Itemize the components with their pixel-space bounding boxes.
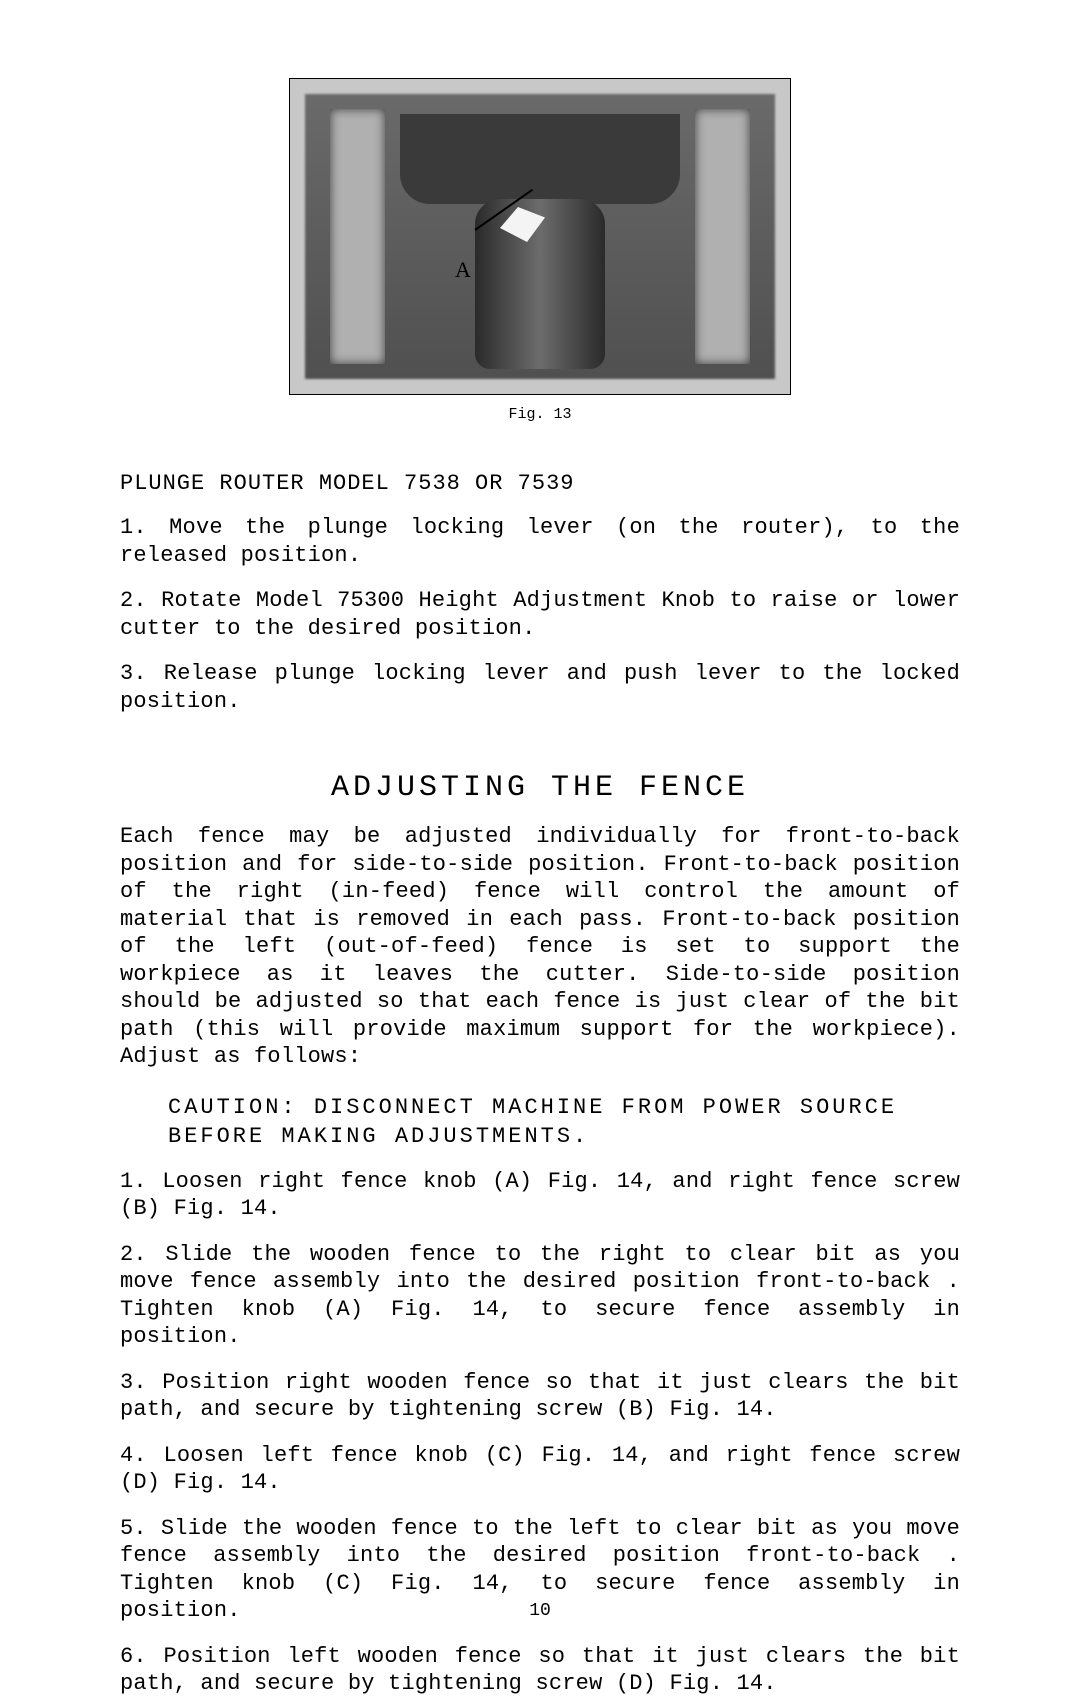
callout-label-a: A xyxy=(455,257,471,283)
figure-13: A xyxy=(289,78,791,395)
router-body-graphic xyxy=(475,199,605,369)
router-left-post-graphic xyxy=(330,109,385,364)
manual-page: A Fig. 13 PLUNGE ROUTER MODEL 7538 OR 75… xyxy=(0,0,1080,1669)
heading-adjusting-fence: ADJUSTING THE FENCE xyxy=(120,771,960,805)
fence-step-3: 3. Position right wooden fence so that i… xyxy=(120,1369,960,1424)
caution-line-2: BEFORE MAKING ADJUSTMENTS. xyxy=(168,1124,589,1149)
step-2: 2. Rotate Model 75300 Height Adjustment … xyxy=(120,587,960,642)
figure-caption: Fig. 13 xyxy=(120,406,960,423)
caution-block: CAUTION: DISCONNECT MACHINE FROM POWER S… xyxy=(168,1093,960,1152)
page-number: 10 xyxy=(0,1601,1080,1621)
plunge-router-steps: 1. Move the plunge locking lever (on the… xyxy=(120,514,960,715)
intro-paragraph: Each fence may be adjusted individually … xyxy=(120,823,960,1071)
router-right-post-graphic xyxy=(695,109,750,364)
fence-step-1: 1. Loosen right fence knob (A) Fig. 14, … xyxy=(120,1168,960,1223)
fence-step-6: 6. Position left wooden fence so that it… xyxy=(120,1643,960,1698)
step-3: 3. Release plunge locking lever and push… xyxy=(120,660,960,715)
step-1: 1. Move the plunge locking lever (on the… xyxy=(120,514,960,569)
fence-intro: Each fence may be adjusted individually … xyxy=(120,823,960,1071)
fence-step-2: 2. Slide the wooden fence to the right t… xyxy=(120,1241,960,1351)
section-title-plunge-router: PLUNGE ROUTER MODEL 7538 OR 7539 xyxy=(120,471,960,496)
figure-container: A Fig. 13 xyxy=(120,78,960,423)
fence-step-4: 4. Loosen left fence knob (C) Fig. 14, a… xyxy=(120,1442,960,1497)
caution-line-1: CAUTION: DISCONNECT MACHINE FROM POWER S… xyxy=(168,1095,897,1120)
router-top-graphic xyxy=(400,114,680,204)
